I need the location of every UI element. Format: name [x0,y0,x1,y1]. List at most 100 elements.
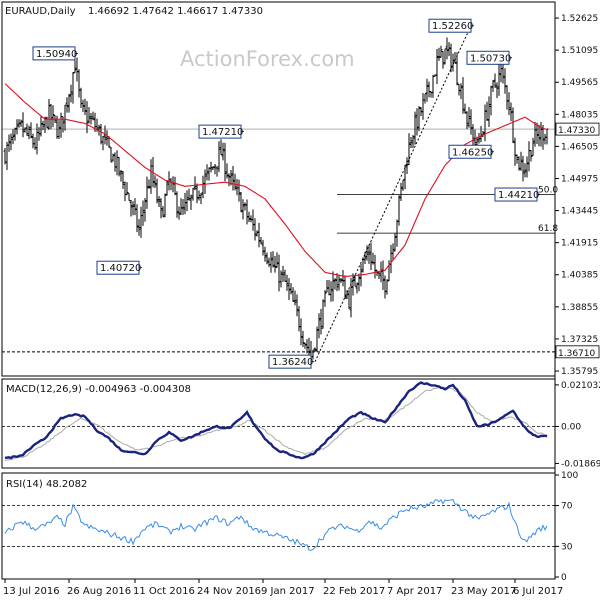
price-bar [339,277,343,283]
price-bar [467,107,471,128]
price-tick-label: 1.43445 [561,207,598,217]
price-bar [461,77,465,114]
price-bar [105,130,109,146]
price-bar [191,188,195,201]
price-bar [385,279,389,295]
price-bar [293,290,297,306]
price-bar [21,112,25,138]
price-bar [9,133,13,151]
price-bar [411,135,415,149]
price-bar [335,273,339,292]
price-bar [87,107,91,124]
annotation-label: 1.44210 [498,190,539,201]
price-bar [263,246,267,262]
annotation-label: 1.36240 [272,357,313,368]
price-bar [145,176,149,209]
price-bar [537,124,541,147]
price-bar [487,96,491,128]
price-tick-label: 1.41915 [561,239,598,249]
price-bar [419,106,423,117]
price-bar [109,147,113,163]
price-bar [73,60,77,73]
price-bar [517,156,521,171]
price-bar [57,120,61,140]
price-bar [259,236,263,245]
price-bar [423,93,427,104]
price-bar [279,270,283,288]
price-bar [141,200,145,226]
price-bar [345,290,349,300]
price-bar [355,282,359,294]
price-bar [503,68,507,94]
price-bar [391,243,395,261]
annotation-box [428,18,472,33]
price-bar [227,173,231,187]
price-bar [287,278,291,301]
price-bar [317,313,321,339]
fib-label: 61.8 [538,224,558,234]
price-bar [323,290,327,307]
price-tick-label: 1.46505 [561,142,598,152]
price-bar [231,165,235,191]
chart-title: EURAUD,Daily [5,6,76,17]
annotation-label: 1.50730 [470,53,511,64]
price-bar [117,156,121,177]
price-bar [485,101,489,121]
price-bar [111,153,115,162]
price-bar [209,161,213,173]
annotation-box [32,46,76,61]
rsi-tick-label: 30 [561,542,573,552]
price-bar [187,188,191,201]
price-bar [491,80,495,92]
price-bar [347,289,351,310]
price-bar [535,122,539,145]
annotation-box [494,187,538,202]
price-bar [269,251,273,273]
price-bar [513,137,517,166]
price-bar [119,169,123,182]
annotation-box [96,260,140,275]
price-bar [357,273,361,292]
price-bar [353,274,357,287]
price-bar [229,169,233,186]
price-bar [225,163,229,179]
price-bar [331,271,335,302]
price-bar [333,278,337,290]
price-bar [91,111,95,121]
price-bar [441,50,445,69]
price-tick-label: 1.51095 [561,46,598,56]
price-bar [255,230,259,237]
price-bar [381,260,385,290]
price-bar [163,193,167,218]
annotation-label: 1.46250 [452,147,493,158]
price-bar [153,175,157,189]
price-bar [233,173,237,191]
price-bar [45,116,49,129]
price-bar [181,199,185,216]
price-bar [27,125,31,140]
price-bar [459,83,463,100]
price-bar [511,107,515,144]
date-tick-label: 23 May 2017 [451,586,516,597]
price-bar [219,139,223,156]
price-bar [519,151,523,171]
price-bar [281,265,285,282]
price-tick-label: 1.49565 [561,78,598,88]
price-bar [443,48,447,65]
annotation-label: 1.52260 [432,21,473,32]
price-bar [25,123,29,136]
price-tick-label: 1.40385 [561,271,598,281]
date-tick-label: 11 Oct 2016 [133,586,195,597]
rsi-title: RSI(14) 48.2082 [6,479,87,490]
date-tick-label: 24 Nov 2016 [197,586,261,597]
price-tick-label: 1.44975 [561,174,598,184]
rsi-layer: 100 70 30 0 [2,471,578,583]
price-bar [247,211,251,223]
price-bar [213,163,217,175]
price-bar [367,244,371,264]
price-bar [523,163,527,178]
price-bar [515,154,519,164]
price-bar [67,93,71,113]
price-bar [303,342,307,349]
